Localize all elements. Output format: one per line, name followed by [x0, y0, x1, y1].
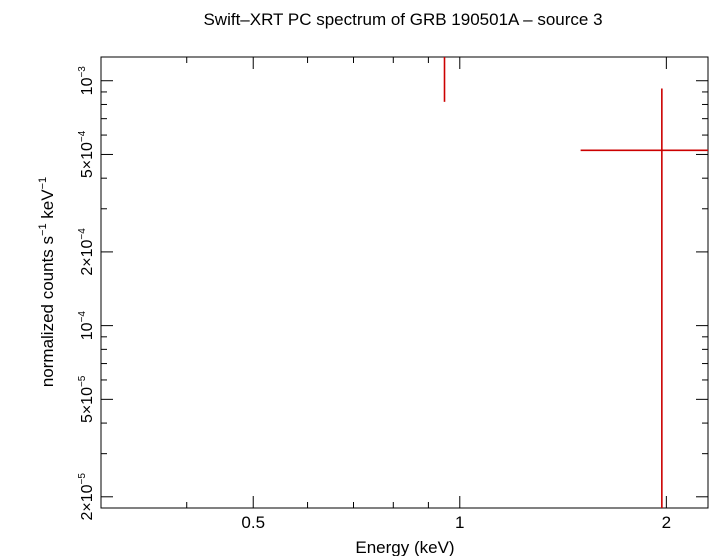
- x-axis-tick-labels: 0.5 1 2: [241, 513, 671, 532]
- plot-frame: [100, 56, 709, 509]
- x-axis-label: Energy (keV): [355, 538, 454, 556]
- x-axis-ticks: [100, 57, 667, 508]
- y-axis-ticks: [101, 80, 708, 498]
- x-tick-label: 0.5: [241, 513, 265, 532]
- y-tick-label: 10−4: [77, 311, 96, 341]
- y-tick-label: 10−3: [77, 66, 96, 96]
- x-tick-label: 1: [455, 513, 464, 532]
- y-axis-label: normalized counts s−1 keV−1: [37, 177, 57, 387]
- data-point: [580, 88, 708, 508]
- y-axis-tick-labels: 2×10−5 5×10−5 10−4 2×10−4 5×10−4 10−3: [77, 66, 96, 521]
- y-tick-label: 2×10−4: [77, 228, 96, 276]
- y-axis-label-mid: keV: [38, 189, 57, 224]
- y-tick-label: 5×10−5: [77, 375, 96, 423]
- data-points: [443, 57, 708, 508]
- y-tick-label: 5×10−4: [77, 130, 96, 178]
- y-axis-label-sup1: −1: [37, 223, 49, 236]
- y-tick-label: 2×10−5: [77, 473, 96, 521]
- y-axis-label-base: normalized counts s: [38, 236, 57, 387]
- y-axis-label-sup2: −1: [37, 177, 49, 190]
- x-tick-label: 2: [662, 513, 671, 532]
- chart-title: Swift–XRT PC spectrum of GRB 190501A – s…: [203, 10, 602, 29]
